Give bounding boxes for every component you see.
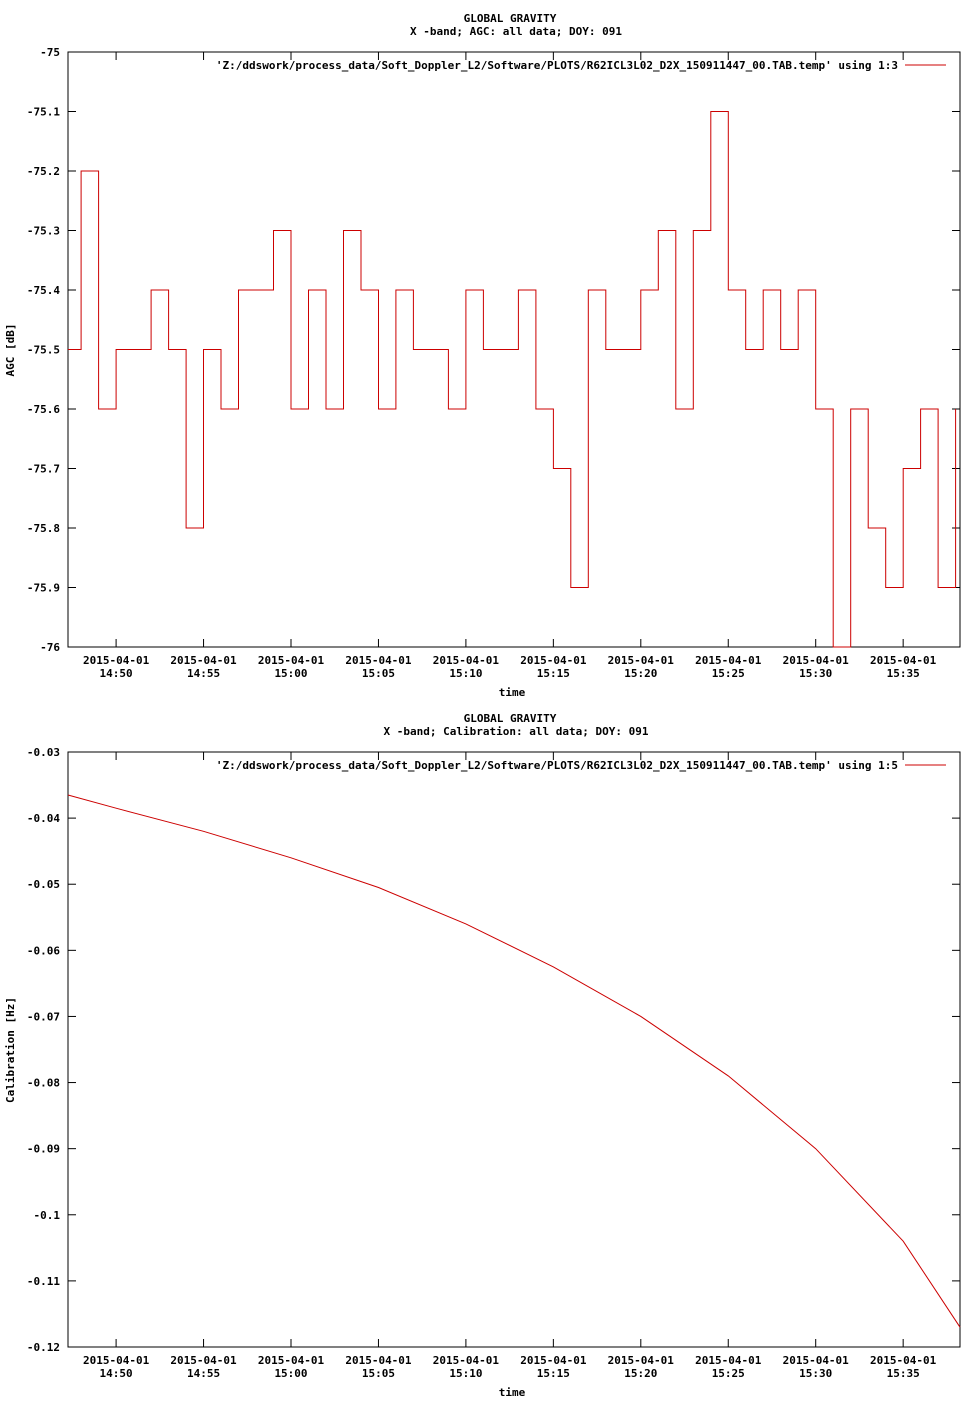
chart-agc-x-tick-date: 2015-04-01 xyxy=(170,654,237,667)
chart-calibration: GLOBAL GRAVITY X -band; Calibration: all… xyxy=(4,712,961,1399)
chart-agc-legend-label: 'Z:/ddswork/process_data/Soft_Doppler_L2… xyxy=(216,59,898,72)
chart-calibration-x-tick-date: 2015-04-01 xyxy=(695,1354,762,1367)
chart-calibration-x-label: time xyxy=(499,1386,526,1399)
chart-agc-x-tick-date: 2015-04-01 xyxy=(608,654,675,667)
chart-calibration-x-tick-time: 15:35 xyxy=(887,1367,920,1380)
chart-agc-y-tick-label: -75.3 xyxy=(27,225,60,238)
chart-agc-y-tick-label: -75.1 xyxy=(27,106,60,119)
chart-calibration-x-tick-time: 15:00 xyxy=(274,1367,307,1380)
chart-calibration-x-tick-time: 15:25 xyxy=(712,1367,745,1380)
chart-calibration-y-tick-label: -0.03 xyxy=(27,746,60,759)
chart-agc-x-tick-date: 2015-04-01 xyxy=(433,654,500,667)
chart-agc-x-tick-date: 2015-04-01 xyxy=(870,654,937,667)
chart-calibration-y-tick-label: -0.07 xyxy=(27,1010,60,1023)
chart-agc-y-tick-label: -75.8 xyxy=(27,522,60,535)
chart-agc-legend: 'Z:/ddswork/process_data/Soft_Doppler_L2… xyxy=(216,59,946,72)
chart-calibration-y-tick-label: -0.12 xyxy=(27,1341,60,1354)
chart-calibration-y-tick-label: -0.06 xyxy=(27,944,60,957)
chart-calibration-x-tick-time: 14:55 xyxy=(187,1367,220,1380)
chart-agc-x-axis: 2015-04-0114:502015-04-0114:552015-04-01… xyxy=(83,52,937,680)
chart-agc-x-tick-date: 2015-04-01 xyxy=(258,654,325,667)
chart-agc-subtitle: X -band; AGC: all data; DOY: 091 xyxy=(410,25,622,38)
chart-calibration-x-tick-date: 2015-04-01 xyxy=(870,1354,937,1367)
chart-agc: GLOBAL GRAVITY X -band; AGC: all data; D… xyxy=(4,12,961,699)
chart-agc-x-tick-time: 15:25 xyxy=(712,667,745,680)
chart-calibration-x-tick-date: 2015-04-01 xyxy=(170,1354,237,1367)
chart-agc-y-tick-label: -75.5 xyxy=(27,344,60,357)
chart-agc-x-tick-date: 2015-04-01 xyxy=(345,654,412,667)
chart-calibration-legend: 'Z:/ddswork/process_data/Soft_Doppler_L2… xyxy=(216,759,946,772)
chart-agc-title: GLOBAL GRAVITY xyxy=(464,12,557,25)
chart-agc-x-tick-time: 15:20 xyxy=(624,667,657,680)
chart-calibration-series-line xyxy=(67,794,961,1328)
chart-calibration-legend-label: 'Z:/ddswork/process_data/Soft_Doppler_L2… xyxy=(216,759,898,772)
chart-agc-x-tick-time: 15:05 xyxy=(362,667,395,680)
chart-agc-y-label: AGC [dB] xyxy=(4,324,17,377)
chart-agc-series-line xyxy=(68,111,957,648)
chart-agc-x-tick-time: 15:35 xyxy=(887,667,920,680)
chart-calibration-x-tick-time: 14:50 xyxy=(100,1367,133,1380)
chart-calibration-x-axis: 2015-04-0114:502015-04-0114:552015-04-01… xyxy=(83,752,937,1380)
chart-calibration-x-tick-date: 2015-04-01 xyxy=(258,1354,325,1367)
chart-calibration-y-axis: -0.03 -0.04 -0.05 -0.06 -0.07 -0.08 -0.09 -0.1 -… xyxy=(27,746,960,1354)
chart-calibration-x-tick-time: 15:10 xyxy=(449,1367,482,1380)
chart-calibration-y-tick-label: -0.08 xyxy=(27,1077,60,1090)
chart-calibration-y-tick-label: -0.11 xyxy=(27,1275,60,1288)
chart-agc-x-label: time xyxy=(499,686,526,699)
chart-agc-x-tick-time: 14:50 xyxy=(100,667,133,680)
chart-calibration-x-tick-date: 2015-04-01 xyxy=(608,1354,675,1367)
chart-agc-x-tick-time: 15:00 xyxy=(274,667,307,680)
chart-agc-y-tick-label: -75.4 xyxy=(27,284,60,297)
chart-agc-x-tick-time: 14:55 xyxy=(187,667,220,680)
chart-calibration-title: GLOBAL GRAVITY xyxy=(464,712,557,725)
chart-calibration-y-tick-label: -0.05 xyxy=(27,878,60,891)
chart-agc-x-tick-time: 15:15 xyxy=(537,667,570,680)
chart-calibration-y-label: Calibration [Hz] xyxy=(4,997,17,1103)
chart-agc-x-tick-date: 2015-04-01 xyxy=(520,654,587,667)
chart-agc-y-tick-label: -75.2 xyxy=(27,165,60,178)
chart-calibration-frame xyxy=(67,751,961,1348)
chart-agc-x-tick-date: 2015-04-01 xyxy=(83,654,150,667)
chart-agc-y-tick-label: -75 xyxy=(40,46,60,59)
chart-agc-y-tick-label: -75.9 xyxy=(27,582,60,595)
chart-calibration-y-tick-label: -0.09 xyxy=(27,1143,60,1156)
chart-calibration-subtitle: X -band; Calibration: all data; DOY: 091 xyxy=(384,725,649,738)
chart-calibration-y-tick-label: -0.1 xyxy=(34,1209,61,1222)
chart-calibration-y-tick-label: -0.04 xyxy=(27,812,60,825)
chart-agc-y-tick-label: -76 xyxy=(40,641,60,654)
chart-calibration-x-tick-date: 2015-04-01 xyxy=(83,1354,150,1367)
chart-agc-x-tick-time: 15:10 xyxy=(449,667,482,680)
chart-calibration-x-tick-time: 15:30 xyxy=(799,1367,832,1380)
chart-calibration-x-tick-date: 2015-04-01 xyxy=(345,1354,412,1367)
chart-agc-x-tick-date: 2015-04-01 xyxy=(783,654,850,667)
chart-calibration-x-tick-date: 2015-04-01 xyxy=(783,1354,850,1367)
chart-agc-y-tick-label: -75.7 xyxy=(27,463,60,476)
chart-calibration-x-tick-time: 15:15 xyxy=(537,1367,570,1380)
chart-calibration-x-tick-time: 15:05 xyxy=(362,1367,395,1380)
chart-agc-y-axis: -75 -75.1 -75.2 -75.3 -75.4 -75.5 -75.6 -75.7 -7… xyxy=(27,46,960,654)
chart-calibration-x-tick-date: 2015-04-01 xyxy=(433,1354,500,1367)
chart-calibration-x-tick-time: 15:20 xyxy=(624,1367,657,1380)
chart-calibration-x-tick-date: 2015-04-01 xyxy=(520,1354,587,1367)
chart-agc-x-tick-time: 15:30 xyxy=(799,667,832,680)
chart-agc-x-tick-date: 2015-04-01 xyxy=(695,654,762,667)
chart-agc-y-tick-label: -75.6 xyxy=(27,403,60,416)
